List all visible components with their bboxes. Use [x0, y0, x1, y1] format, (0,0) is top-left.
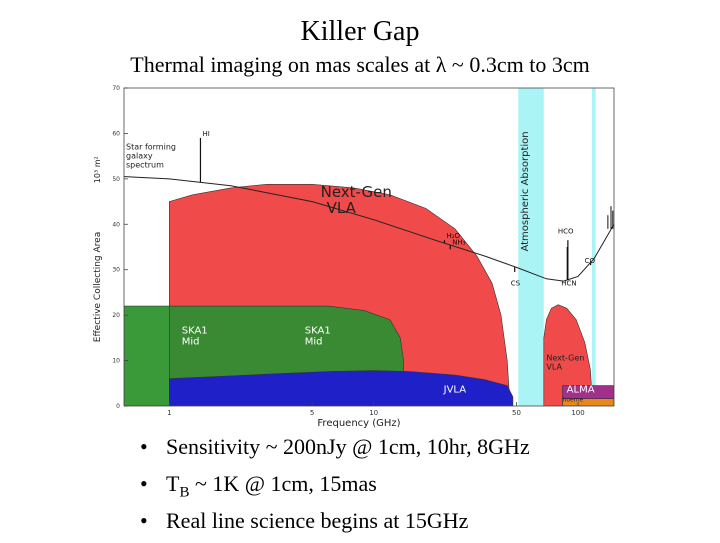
slide-title: Killer Gap [300, 16, 420, 47]
region-label: ALMA [567, 384, 595, 395]
y-tick-label: 10 [112, 358, 120, 365]
spectral-line-label: H₂O [446, 232, 460, 240]
bullet-item: Real line science begins at 15GHz [140, 506, 530, 543]
bullet-item: Sensitivity ~ 200nJy @ 1cm, 10hr, 8GHz [140, 432, 530, 469]
spectral-line-label: CO [585, 257, 596, 265]
region-next-gen-vla [543, 304, 594, 406]
galaxy-spectrum-curve [124, 176, 614, 282]
plot-frame [123, 87, 615, 407]
atmospheric-band [518, 88, 544, 406]
spectrum-label: Star forming galaxy spectrum [126, 142, 176, 169]
region-label: SKA1 Mid [305, 325, 331, 347]
bullet-subscript: B [179, 484, 190, 501]
bullet-prefix: T [166, 471, 180, 496]
slide-subtitle: Thermal imaging on mas scales at λ ~ 0.3… [130, 52, 590, 77]
x-tick-label: 100 [571, 409, 584, 417]
atmospheric-band [591, 88, 596, 406]
bullet-list: Sensitivity ~ 200nJy @ 1cm, 10hr, 8GHz T… [140, 432, 530, 543]
region-jvla [169, 370, 514, 406]
region-ska1-mid [124, 305, 170, 406]
bullet-text: Real line science begins at 15GHz [166, 508, 469, 533]
region-hoeme [562, 398, 614, 406]
y-tick-label: 30 [112, 267, 120, 274]
x-axis-label: Frequency (GHz) [317, 418, 400, 429]
region-label: Next-Gen VLA [546, 354, 584, 372]
y-tick-label: 60 [112, 130, 120, 137]
y-tick-label: 40 [112, 221, 120, 228]
x-tick-label: 50 [512, 409, 521, 417]
bullet-text: ~ 1K @ 1cm, 15mas [189, 471, 377, 496]
y-tick-label: 70 [112, 85, 120, 92]
atmospheric-label: Atmospheric Absorption [520, 131, 531, 251]
bullet-item: TB ~ 1K @ 1cm, 15mas [140, 469, 530, 506]
x-tick-label: 10 [369, 409, 378, 417]
y-tick-label: 0 [116, 403, 120, 410]
y-axis-unit: 10³ m² [93, 156, 102, 183]
y-tick-label: 50 [112, 176, 120, 183]
spectral-line-label: CS [511, 280, 521, 288]
spectral-line-label: HCN [561, 280, 576, 288]
x-tick-label: 5 [310, 409, 314, 417]
bullet-text: Sensitivity ~ 200nJy @ 1cm, 10hr, 8GHz [166, 434, 530, 459]
region-label: hoeme [563, 396, 584, 403]
spectral-line-label: NH₃ [452, 239, 466, 247]
x-tick-label: 1 [167, 409, 171, 417]
region-label: SKA1 Mid [182, 325, 208, 347]
y-tick-label: 20 [112, 312, 120, 319]
spectral-line-label: HCO [558, 227, 574, 235]
y-axis-label: Effective Collecting Area [93, 232, 103, 342]
region-label: JVLA [443, 384, 467, 395]
spectral-line-label: HI [202, 130, 209, 138]
